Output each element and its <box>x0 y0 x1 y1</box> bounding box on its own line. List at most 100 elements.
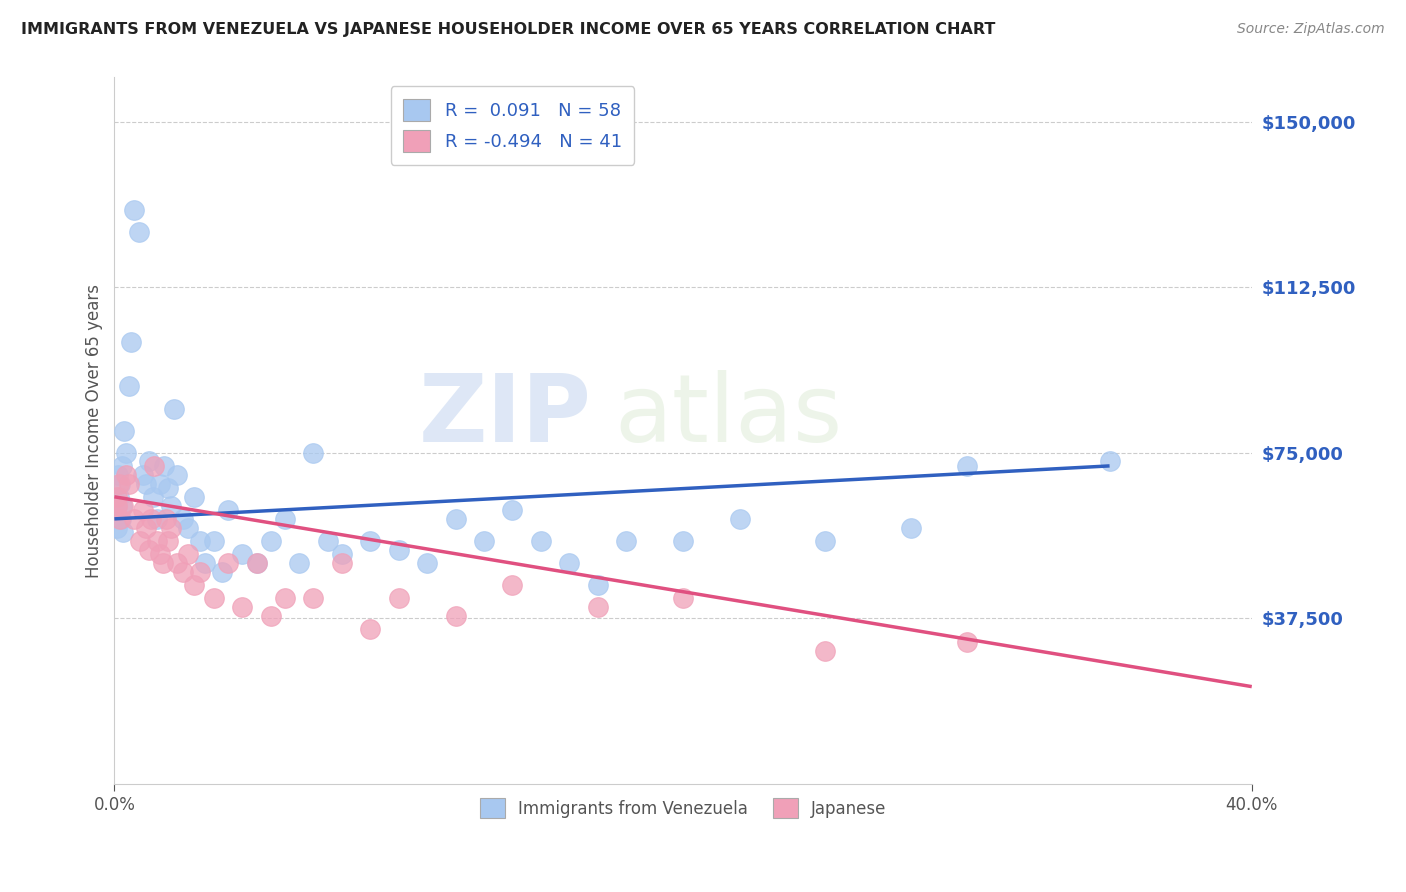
Point <box>108 512 131 526</box>
Point <box>152 556 174 570</box>
Point <box>177 547 200 561</box>
Point <box>444 512 467 526</box>
Legend: Immigrants from Venezuela, Japanese: Immigrants from Venezuela, Japanese <box>472 791 893 825</box>
Point <box>128 225 150 239</box>
Point <box>558 556 581 570</box>
Point <box>183 578 205 592</box>
Point <box>111 525 134 540</box>
Point <box>217 503 239 517</box>
Point <box>231 600 253 615</box>
Point <box>160 499 183 513</box>
Point <box>172 565 194 579</box>
Point <box>188 533 211 548</box>
Point <box>172 512 194 526</box>
Point <box>135 476 157 491</box>
Point <box>586 578 609 592</box>
Point <box>245 556 267 570</box>
Point <box>183 490 205 504</box>
Point <box>157 533 180 548</box>
Point <box>614 533 637 548</box>
Point <box>114 467 136 482</box>
Point <box>814 644 837 658</box>
Point <box>672 533 695 548</box>
Point <box>217 556 239 570</box>
Text: ZIP: ZIP <box>419 370 592 462</box>
Point <box>110 458 132 473</box>
Point <box>111 499 134 513</box>
Point <box>274 591 297 606</box>
Point <box>388 542 411 557</box>
Point <box>194 556 217 570</box>
Point <box>143 458 166 473</box>
Point <box>444 609 467 624</box>
Point <box>416 556 439 570</box>
Point <box>231 547 253 561</box>
Point <box>138 542 160 557</box>
Point <box>105 499 128 513</box>
Point <box>166 467 188 482</box>
Point <box>956 635 979 649</box>
Point <box>388 591 411 606</box>
Point <box>105 490 128 504</box>
Text: atlas: atlas <box>614 370 844 462</box>
Point <box>245 556 267 570</box>
Point <box>135 521 157 535</box>
Point <box>117 476 139 491</box>
Point <box>157 481 180 495</box>
Point <box>1098 454 1121 468</box>
Point <box>112 424 135 438</box>
Point <box>330 547 353 561</box>
Point <box>202 591 225 606</box>
Point <box>124 512 146 526</box>
Point <box>177 521 200 535</box>
Point <box>472 533 495 548</box>
Point <box>728 512 751 526</box>
Point <box>302 591 325 606</box>
Point <box>107 490 129 504</box>
Point <box>124 202 146 217</box>
Point <box>108 476 131 491</box>
Point <box>146 512 169 526</box>
Point <box>132 503 155 517</box>
Text: IMMIGRANTS FROM VENEZUELA VS JAPANESE HOUSEHOLDER INCOME OVER 65 YEARS CORRELATI: IMMIGRANTS FROM VENEZUELA VS JAPANESE HO… <box>21 22 995 37</box>
Point <box>288 556 311 570</box>
Point <box>138 454 160 468</box>
Point <box>110 512 132 526</box>
Point <box>149 547 172 561</box>
Point <box>117 379 139 393</box>
Point <box>146 533 169 548</box>
Point <box>107 467 129 482</box>
Point <box>316 533 339 548</box>
Point <box>155 512 177 526</box>
Point <box>501 503 523 517</box>
Text: Source: ZipAtlas.com: Source: ZipAtlas.com <box>1237 22 1385 37</box>
Point <box>160 521 183 535</box>
Point <box>501 578 523 592</box>
Point <box>900 521 922 535</box>
Point <box>211 565 233 579</box>
Point <box>188 565 211 579</box>
Point <box>141 512 163 526</box>
Point <box>359 622 381 636</box>
Point <box>107 476 129 491</box>
Point <box>260 609 283 624</box>
Point <box>163 401 186 416</box>
Point <box>142 490 165 504</box>
Point <box>149 476 172 491</box>
Point <box>330 556 353 570</box>
Point <box>105 499 128 513</box>
Point <box>132 467 155 482</box>
Point <box>114 445 136 459</box>
Point <box>274 512 297 526</box>
Point <box>672 591 695 606</box>
Point <box>121 335 143 350</box>
Point <box>260 533 283 548</box>
Point <box>586 600 609 615</box>
Point <box>111 499 134 513</box>
Point <box>105 521 128 535</box>
Point <box>129 533 152 548</box>
Point <box>302 445 325 459</box>
Point <box>153 458 176 473</box>
Point <box>814 533 837 548</box>
Point <box>166 556 188 570</box>
